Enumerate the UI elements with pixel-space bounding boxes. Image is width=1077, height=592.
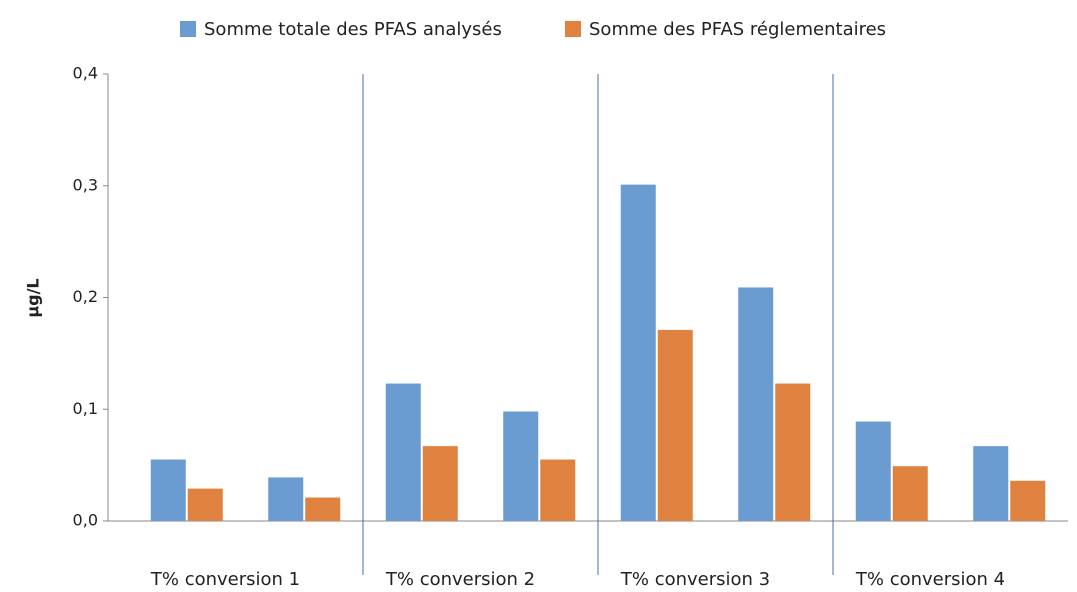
bar — [305, 497, 341, 521]
y-axis-label: µg/L — [24, 278, 43, 317]
y-tick-label: 0,1 — [73, 399, 98, 418]
bar — [855, 421, 891, 521]
bar — [775, 383, 811, 521]
bar — [540, 459, 576, 521]
y-tick-label: 0,3 — [73, 175, 98, 194]
group-label: T% conversion 4 — [855, 569, 1005, 590]
bar — [422, 446, 458, 521]
bar — [503, 411, 539, 521]
bar — [1010, 480, 1046, 521]
legend-swatch — [565, 21, 581, 37]
bar — [657, 329, 693, 521]
legend-label: Somme totale des PFAS analysés — [204, 19, 502, 40]
bar — [268, 477, 304, 521]
bar — [187, 488, 223, 521]
group-label: T% conversion 2 — [385, 569, 535, 590]
bar — [620, 184, 656, 521]
bar — [150, 459, 186, 521]
y-tick-label: 0,2 — [73, 287, 98, 306]
y-tick-label: 0,4 — [73, 64, 98, 83]
legend-label: Somme des PFAS réglementaires — [589, 19, 886, 40]
bar — [892, 466, 928, 521]
group-label: T% conversion 1 — [150, 569, 300, 590]
bar — [973, 446, 1009, 521]
group-label: T% conversion 3 — [620, 569, 770, 590]
y-tick-label: 0,0 — [73, 511, 98, 530]
bar — [385, 383, 421, 521]
bar — [738, 287, 774, 521]
legend-swatch — [180, 21, 196, 37]
